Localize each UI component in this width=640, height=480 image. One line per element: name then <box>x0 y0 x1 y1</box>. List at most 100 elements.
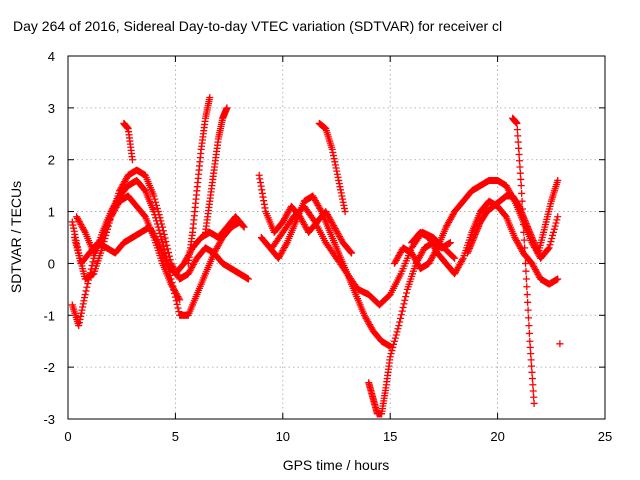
data-point <box>317 206 325 214</box>
data-point <box>152 217 160 225</box>
data-point <box>544 245 552 253</box>
data-point <box>86 269 94 277</box>
data-point <box>526 343 534 351</box>
series-track-3 <box>70 213 248 278</box>
y-tick-label: -1 <box>43 308 55 323</box>
x-tick-label: 10 <box>276 429 290 444</box>
data-point <box>394 325 402 333</box>
tick-layer: 0 5 10 15 20 25 -3 -2 -1 0 1 2 3 4 <box>43 49 612 444</box>
data-point <box>87 265 95 273</box>
data-point <box>529 387 537 395</box>
data-point <box>399 304 407 312</box>
data-point <box>153 220 161 228</box>
data-point <box>528 362 536 370</box>
y-tick-label: 0 <box>48 256 55 271</box>
series-track-16 <box>464 176 562 257</box>
data-point <box>525 329 533 337</box>
data-point <box>527 356 535 364</box>
plot-frame <box>67 55 606 420</box>
data-point <box>513 119 521 127</box>
data-point <box>521 244 529 252</box>
data-point <box>556 340 564 348</box>
data-point <box>80 227 88 235</box>
data-point <box>162 238 170 246</box>
x-tick-label: 0 <box>64 429 71 444</box>
data-point <box>389 343 397 351</box>
data-point <box>174 304 182 312</box>
data-point <box>88 262 96 270</box>
series-track-5 <box>120 119 136 164</box>
data-point <box>150 208 158 216</box>
data-point <box>549 228 557 236</box>
data-point <box>400 300 408 308</box>
data-point <box>81 291 89 299</box>
data-point <box>517 182 525 190</box>
series-track-7 <box>201 104 231 236</box>
data-point <box>348 249 356 257</box>
series-track-12 <box>365 239 454 418</box>
data-point <box>397 314 405 322</box>
data-point <box>161 234 169 242</box>
data-point <box>390 337 398 345</box>
data-point <box>341 208 349 216</box>
series-track-15 <box>509 114 538 407</box>
data-point <box>554 176 562 184</box>
data-point <box>157 232 165 240</box>
data-point <box>525 314 533 322</box>
data-point <box>98 235 106 243</box>
data-point <box>128 156 136 164</box>
y-tick-label: 3 <box>48 101 55 116</box>
x-tick-label: 15 <box>383 429 397 444</box>
data-point <box>151 195 159 203</box>
y-tick-label: -2 <box>43 360 55 375</box>
data-point <box>514 132 522 140</box>
y-tick-label: 1 <box>48 205 55 220</box>
data-point <box>527 350 535 358</box>
data-point <box>152 214 160 222</box>
data-point <box>152 198 160 206</box>
data-point <box>310 216 318 224</box>
data-point <box>401 296 409 304</box>
data-point <box>516 169 524 177</box>
data-point <box>446 239 454 247</box>
data-point <box>206 93 214 101</box>
data-point <box>153 204 161 212</box>
y-tick-label: 2 <box>48 153 55 168</box>
data-point <box>176 296 184 304</box>
data-point <box>513 126 521 134</box>
data-point <box>83 283 91 291</box>
data-point <box>386 353 394 361</box>
data-point <box>525 322 533 330</box>
data-point <box>155 226 163 234</box>
data-point <box>239 222 247 230</box>
data-point <box>530 399 538 407</box>
data-point <box>390 340 398 348</box>
data-point <box>522 267 530 275</box>
data-point <box>151 211 159 219</box>
data-point <box>524 298 532 306</box>
data-point <box>520 236 528 244</box>
data-point <box>552 219 560 227</box>
y-axis-label: SDTVAR / TECUs <box>8 181 24 293</box>
data-point <box>522 275 530 283</box>
points-layer <box>68 93 564 418</box>
data-point <box>240 223 248 231</box>
data-point <box>516 157 524 165</box>
data-point <box>528 375 536 383</box>
data-point <box>520 228 528 236</box>
data-point <box>175 294 183 302</box>
data-point <box>530 393 538 401</box>
series-track-9 <box>257 192 394 350</box>
data-point <box>554 213 562 221</box>
data-point <box>85 272 93 280</box>
data-point <box>223 104 231 112</box>
series-track-13 <box>390 176 562 273</box>
data-point <box>517 175 525 183</box>
data-point <box>84 280 92 288</box>
x-tick-label: 20 <box>490 429 504 444</box>
data-point <box>402 293 410 301</box>
data-point <box>554 275 562 283</box>
data-point <box>85 276 93 284</box>
data-point <box>522 259 530 267</box>
